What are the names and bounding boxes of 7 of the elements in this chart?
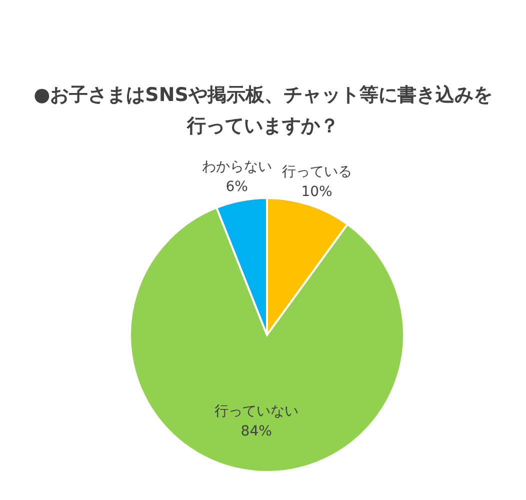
- slice-label: 行っている: [282, 164, 352, 180]
- data-label: 6%: [226, 178, 248, 195]
- data-label: 10%: [301, 184, 332, 200]
- data-label: 84%: [240, 423, 272, 440]
- chart-title: ●お子さまはSNSや掲示板、チャット等に書き込みを行っていますか？: [32, 83, 494, 139]
- slice-label: わからない: [202, 158, 272, 175]
- slice-label: 行っていない: [214, 403, 298, 420]
